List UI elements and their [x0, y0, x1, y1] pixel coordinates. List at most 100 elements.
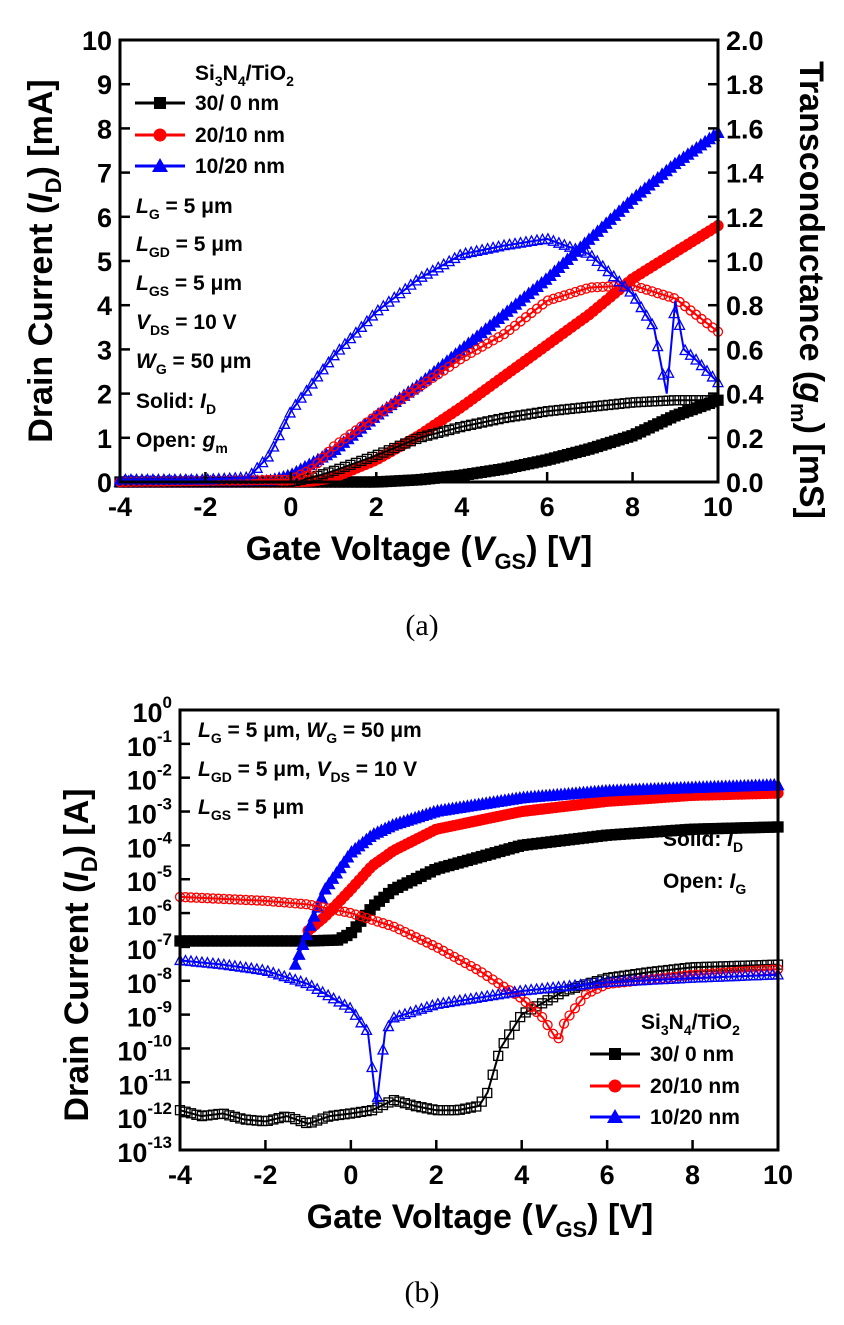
x-tick-label: -4	[108, 492, 132, 522]
data-point	[570, 403, 581, 414]
panel-b-series-3	[288, 777, 785, 970]
data-point	[235, 1113, 246, 1124]
data-point	[191, 892, 202, 903]
y2-tick-label: 1.6	[726, 114, 764, 144]
data-point	[460, 1103, 471, 1114]
data-point	[684, 348, 697, 360]
legend-title-part: N	[223, 62, 238, 85]
data-point	[542, 995, 553, 1006]
data-point	[641, 396, 652, 407]
data-point	[306, 900, 317, 911]
data-point	[569, 1003, 581, 1014]
data-point	[322, 903, 334, 914]
panel-b-legend: Si3N4/TiO2 30/ 0 nm 20/10 nm 10/20 nm	[590, 1011, 740, 1129]
data-point	[378, 447, 389, 458]
data-point	[201, 956, 214, 968]
data-point	[619, 970, 630, 981]
data-point	[184, 954, 197, 967]
data-point	[339, 1109, 350, 1120]
data-point	[569, 242, 582, 254]
data-point	[284, 1112, 295, 1123]
data-point	[630, 281, 641, 292]
data-point	[355, 911, 367, 922]
param-symbol: L	[136, 195, 149, 218]
y2-tick-label: 0.4	[726, 380, 764, 410]
data-point	[547, 234, 560, 246]
panel-b-y-axis-title: Drain Current (ID) [A]	[58, 788, 102, 1121]
data-point	[690, 395, 702, 406]
data-point	[405, 387, 416, 398]
data-point	[460, 420, 471, 432]
data-point	[366, 1105, 378, 1116]
legend-title-part: 2	[286, 73, 294, 89]
data-point	[394, 1096, 405, 1107]
data-point	[575, 402, 586, 413]
x-tick-label: 10	[763, 1160, 793, 1190]
legend-title-part: N	[669, 1011, 684, 1034]
panel-b-axes-frame	[178, 708, 780, 1152]
data-point	[685, 395, 696, 406]
legend-title-part: 2	[732, 1022, 740, 1038]
y-tick-label: 10-6	[127, 896, 172, 931]
legend-marker-square	[609, 1048, 621, 1060]
data-point	[196, 892, 208, 904]
data-point	[322, 1111, 334, 1122]
data-point	[575, 285, 586, 296]
data-point	[421, 267, 434, 279]
param-symbol: L	[198, 758, 211, 781]
data-point	[273, 474, 285, 486]
data-point	[339, 461, 351, 472]
legend-title-part: 4	[238, 73, 246, 89]
data-point	[405, 1099, 416, 1110]
data-point	[361, 1105, 372, 1117]
data-point	[272, 967, 285, 980]
data-point	[564, 403, 576, 415]
axis-title-part: ) [V]	[587, 1198, 653, 1236]
x-tick-label: -2	[253, 1160, 277, 1190]
data-point	[295, 1115, 306, 1127]
y2-tick-label: 0.8	[726, 291, 764, 321]
data-point	[624, 969, 636, 981]
data-point	[250, 962, 263, 975]
data-point	[432, 942, 444, 953]
data-point	[624, 285, 637, 297]
data-point	[224, 1110, 235, 1121]
param-subscript: G	[211, 730, 222, 746]
data-point	[421, 1103, 433, 1114]
data-point	[410, 1101, 422, 1112]
data-point	[267, 440, 280, 452]
data-point	[383, 1097, 394, 1108]
data-point	[629, 292, 642, 304]
y-tick-label: 10-8	[127, 964, 172, 999]
data-point	[493, 332, 504, 343]
legend-marker-triangle	[152, 158, 168, 172]
data-point	[333, 905, 345, 916]
data-point	[328, 904, 339, 915]
data-point	[202, 893, 213, 904]
axis-title-subscript: D	[41, 177, 66, 193]
label-subscript: D	[733, 839, 743, 855]
data-point	[449, 423, 460, 434]
data-point	[185, 1108, 197, 1119]
panel-a-legend-label-1: 30/ 0 nm	[195, 92, 279, 115]
data-point	[449, 1105, 460, 1116]
panel-a-y-axis-title: Drain Current (ID) [mA]	[22, 79, 66, 442]
data-point	[283, 971, 296, 983]
data-point	[361, 912, 372, 924]
data-point	[552, 236, 565, 248]
axis-title-part: Gate Voltage (	[307, 1198, 534, 1236]
label-symbol: I	[200, 390, 207, 413]
data-point	[367, 451, 378, 463]
data-point	[553, 989, 564, 1000]
data-point	[306, 1117, 317, 1128]
legend-marker-triangle	[607, 1109, 623, 1123]
data-point	[558, 1018, 570, 1029]
data-point	[279, 897, 290, 908]
data-point	[307, 909, 321, 922]
data-point	[438, 945, 449, 956]
data-point	[294, 974, 307, 987]
data-point	[559, 290, 570, 301]
y-tick-label: 3	[97, 335, 112, 365]
data-point	[366, 914, 378, 925]
data-point	[515, 410, 526, 421]
